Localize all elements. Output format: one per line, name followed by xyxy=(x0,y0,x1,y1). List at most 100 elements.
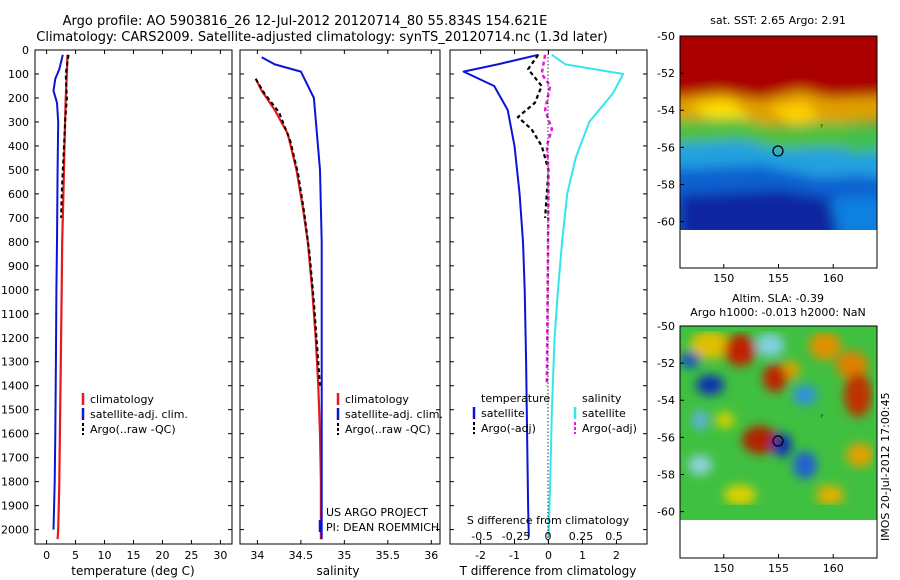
map-x-tick-label: 155 xyxy=(768,562,789,575)
argo-position-marker xyxy=(772,435,784,447)
map-y-tick-label: -50 xyxy=(657,320,675,333)
map-y-tick-label: -52 xyxy=(657,357,675,370)
s-tick-4: 0.5 xyxy=(605,530,623,543)
x-tick-label: 35 xyxy=(337,549,351,562)
x-tick-label: -2 xyxy=(475,549,486,562)
project-annotation: US ARGO PROJECT xyxy=(326,506,428,519)
depth-tick-label: 1000 xyxy=(1,284,29,297)
x-tick-label: 15 xyxy=(127,549,141,562)
salinity-legend: climatology satellite-adj. clim. Argo(..… xyxy=(336,393,443,436)
x-tick-label: 10 xyxy=(98,549,112,562)
map-y-tick-label: -58 xyxy=(657,468,675,481)
header-line2: Climatology: CARS2009. Satellite-adjuste… xyxy=(36,30,608,45)
x-tick-label: 5 xyxy=(72,549,79,562)
salinity-panel-frame xyxy=(239,49,441,545)
depth-tick-label: 1200 xyxy=(1,332,29,345)
x-tick-label: 30 xyxy=(213,549,227,562)
x-tick-label: -1 xyxy=(509,549,520,562)
sla-map-subtitle: Argo h1000: -0.013 h2000: NaN xyxy=(690,306,866,319)
sla-map-title: Altim. SLA: -0.39 xyxy=(732,292,824,305)
x-tick-label: 1 xyxy=(579,549,586,562)
series-line xyxy=(60,54,70,218)
difference-legend: temperature satellite Argo(-adj) salinit… xyxy=(472,392,637,435)
s-tick-2: 0 xyxy=(545,530,552,543)
series-line xyxy=(540,54,554,386)
depth-tick-label: 100 xyxy=(8,68,29,81)
series-line xyxy=(516,54,550,218)
map-axes: 150 155 160 -50 -52 -54 -56 -58 -60 150 155 160 -50 -… xyxy=(657,30,844,575)
temperature-xlabel: temperature (deg C) xyxy=(71,564,194,578)
depth-tick-label: 700 xyxy=(8,212,29,225)
map-x-tick-label: 160 xyxy=(823,562,844,575)
depth-tick-label: 1800 xyxy=(1,476,29,489)
map-y-tick-label: -52 xyxy=(657,67,675,80)
map-y-tick-label: -54 xyxy=(657,394,675,407)
x-tick-label: 34.5 xyxy=(289,549,314,562)
map-x-tick-label: 150 xyxy=(713,272,734,285)
series-line xyxy=(254,78,321,386)
depth-tick-label: 1500 xyxy=(1,404,29,417)
legend-climatology: climatology xyxy=(345,393,409,406)
map-x-tick-label: 150 xyxy=(713,562,734,575)
legend-temperature-title: temperature xyxy=(481,392,550,405)
map-y-tick-label: -60 xyxy=(657,216,675,229)
map-x-tick-label: 160 xyxy=(823,272,844,285)
map-x-tick-label: 155 xyxy=(768,272,789,285)
x-tick-label: 0 xyxy=(43,549,50,562)
legend-argo: Argo(..raw -QC) xyxy=(90,423,176,436)
depth-tick-label: 2000 xyxy=(1,524,29,537)
depth-axis: 0 100 200 300 400 500 600 700 800 900 1000 1100 1200… xyxy=(1,44,647,537)
x-tick-label: 25 xyxy=(184,549,198,562)
legend-climatology: climatology xyxy=(90,393,154,406)
map-y-tick-label: -56 xyxy=(657,431,675,444)
series-line xyxy=(261,56,323,540)
sla-tick-mark: ˀ xyxy=(820,413,823,422)
map-y-tick-label: -60 xyxy=(657,506,675,519)
x-tick-label: 2 xyxy=(613,549,620,562)
legend-satellite: satellite-adj. clim. xyxy=(90,408,188,421)
s-tick-3: 0.25 xyxy=(569,530,594,543)
depth-tick-label: 400 xyxy=(8,140,29,153)
legend-satellite: satellite-adj. clim. xyxy=(345,408,443,421)
sst-tick-mark: ˀ xyxy=(820,123,823,132)
header-line1: Argo profile: AO 5903816_26 12-Jul-2012 … xyxy=(63,14,548,29)
x-tick-label: 0 xyxy=(545,549,552,562)
sla-map-image xyxy=(680,326,877,520)
legend-t-satellite: satellite xyxy=(481,407,525,420)
x-tick-label: 36 xyxy=(424,549,438,562)
temperature-legend: climatology satellite-adj. clim. Argo(..… xyxy=(81,393,188,436)
depth-tick-label: 0 xyxy=(22,44,29,57)
s-tick-1: -0.25 xyxy=(502,530,530,543)
depth-tick-label: 1900 xyxy=(1,500,29,513)
depth-tick-label: 200 xyxy=(8,92,29,105)
map-y-tick-label: -54 xyxy=(657,104,675,117)
s-difference-label: S difference from climatology xyxy=(467,514,630,527)
s-tick-0: -0.5 xyxy=(471,530,492,543)
legend-salinity-title: salinity xyxy=(582,392,622,405)
date-stamp: IMOS 20-Jul-2012 17:00:45 xyxy=(879,392,892,541)
pi-annotation: PI: DEAN ROEMMICH xyxy=(326,521,439,534)
depth-tick-label: 1600 xyxy=(1,428,29,441)
depth-tick-label: 800 xyxy=(8,236,29,249)
salinity-curves: 34 34.5 35 35.5 36 xyxy=(250,50,438,562)
series-line xyxy=(547,53,625,537)
sst-map-image xyxy=(680,36,877,230)
depth-tick-label: 900 xyxy=(8,260,29,273)
depth-tick-label: 500 xyxy=(8,164,29,177)
map-y-tick-label: -50 xyxy=(657,30,675,43)
series-line xyxy=(462,53,539,537)
map-y-tick-label: -56 xyxy=(657,141,675,154)
legend-argo: Argo(..raw -QC) xyxy=(345,423,431,436)
depth-tick-label: 1100 xyxy=(1,308,29,321)
argo-position-marker xyxy=(772,145,784,157)
x-tick-label: 34 xyxy=(250,549,264,562)
depth-tick-label: 300 xyxy=(8,116,29,129)
series-line xyxy=(52,54,64,530)
depth-tick-label: 1700 xyxy=(1,452,29,465)
legend-s-satellite: satellite xyxy=(582,407,626,420)
depth-tick-label: 1400 xyxy=(1,380,29,393)
x-tick-label: 20 xyxy=(155,549,169,562)
salinity-xlabel: salinity xyxy=(316,564,359,578)
depth-tick-label: 1300 xyxy=(1,356,29,369)
